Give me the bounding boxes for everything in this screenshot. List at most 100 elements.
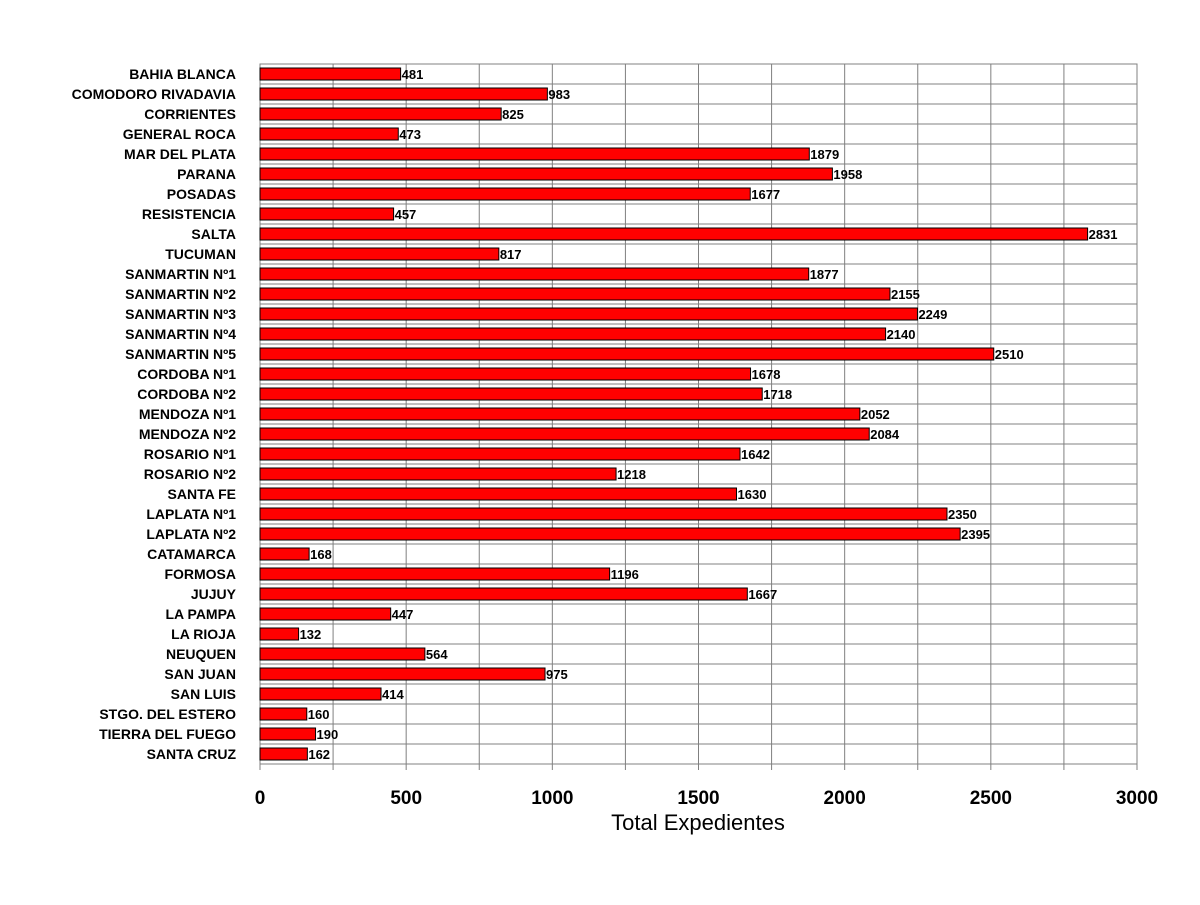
category-label: PARANA xyxy=(177,166,236,182)
bar xyxy=(259,527,961,541)
category-label: SANMARTIN Nº1 xyxy=(125,266,236,282)
bar xyxy=(259,627,300,641)
category-label: COMODORO RIVADAVIA xyxy=(72,86,236,102)
data-label: 1218 xyxy=(617,467,646,482)
bar-layer xyxy=(259,67,1089,761)
bar xyxy=(259,147,810,161)
bar xyxy=(259,227,1089,241)
category-label: NEUQUEN xyxy=(166,646,236,662)
bar xyxy=(259,327,887,341)
data-label: 1196 xyxy=(611,567,639,582)
bar xyxy=(259,447,741,461)
data-label: 983 xyxy=(548,87,570,102)
data-label: 162 xyxy=(308,747,330,762)
bar xyxy=(259,747,308,761)
category-label: POSADAS xyxy=(167,186,236,202)
data-label: 1718 xyxy=(763,387,792,402)
bar xyxy=(259,727,317,741)
bar xyxy=(259,467,617,481)
category-label: MENDOZA Nº1 xyxy=(139,406,236,422)
category-label: SANMARTIN Nº3 xyxy=(125,306,236,322)
data-label: 473 xyxy=(399,127,421,142)
category-label: TIERRA DEL FUEGO xyxy=(99,726,236,742)
bar xyxy=(259,287,891,301)
category-label: LAPLATA Nº1 xyxy=(146,506,236,522)
data-label: 1958 xyxy=(833,167,862,182)
data-label: 2350 xyxy=(948,507,977,522)
bar xyxy=(259,387,763,401)
category-label: CORDOBA Nº2 xyxy=(137,386,236,402)
data-label: 1678 xyxy=(752,367,781,382)
category-label: SAN JUAN xyxy=(164,666,236,682)
data-label: 481 xyxy=(402,67,424,82)
bar xyxy=(259,307,918,321)
data-label: 564 xyxy=(426,647,448,662)
data-label: 447 xyxy=(392,607,414,622)
category-label: LA PAMPA xyxy=(165,606,236,622)
bar xyxy=(259,607,392,621)
data-label: 2510 xyxy=(995,347,1024,362)
category-label: STGO. DEL ESTERO xyxy=(99,706,236,722)
bar xyxy=(259,567,611,581)
category-label: SANTA FE xyxy=(168,486,236,502)
data-label: 975 xyxy=(546,667,568,682)
bar xyxy=(259,367,752,381)
category-label: MENDOZA Nº2 xyxy=(139,426,236,442)
data-label: 132 xyxy=(300,627,322,642)
category-label: CATAMARCA xyxy=(147,546,236,562)
category-label: SANMARTIN Nº4 xyxy=(125,326,236,342)
bar xyxy=(259,67,402,81)
bar xyxy=(259,107,502,121)
bar xyxy=(259,547,310,561)
data-label: 2052 xyxy=(861,407,890,422)
x-tick-label: 0 xyxy=(255,788,266,809)
category-label: LA RIOJA xyxy=(171,626,236,642)
bar xyxy=(259,167,833,181)
category-label: SANMARTIN Nº5 xyxy=(125,346,236,362)
category-label: TUCUMAN xyxy=(165,246,236,262)
bar xyxy=(259,507,948,521)
data-label: 2140 xyxy=(887,327,916,342)
category-label: BAHIA BLANCA xyxy=(129,66,236,82)
x-tick-label: 1000 xyxy=(531,788,573,809)
data-label: 457 xyxy=(395,207,417,222)
bar xyxy=(259,407,861,421)
label-layer: 0 500 1000 1500 2000 2500 3000 BAHIA BLANCA 481 C… xyxy=(72,66,1159,809)
category-label: RESISTENCIA xyxy=(142,206,236,222)
data-label: 1642 xyxy=(741,447,770,462)
data-label: 190 xyxy=(317,727,339,742)
bar xyxy=(259,207,395,221)
x-axis-title: Total Expedientes xyxy=(611,810,785,835)
data-label: 825 xyxy=(502,107,524,122)
category-label: CORRIENTES xyxy=(144,106,236,122)
category-label: CORDOBA Nº1 xyxy=(137,366,236,382)
category-label: GENERAL ROCA xyxy=(123,126,236,142)
x-tick-label: 3000 xyxy=(1116,788,1158,809)
bar xyxy=(259,667,546,681)
data-label: 1667 xyxy=(748,587,777,602)
category-label: ROSARIO Nº1 xyxy=(144,446,236,462)
bar xyxy=(259,487,738,501)
data-label: 1879 xyxy=(810,147,839,162)
data-label: 1877 xyxy=(810,267,839,282)
bar xyxy=(259,187,751,201)
bar xyxy=(259,587,748,601)
data-label: 2249 xyxy=(918,307,947,322)
category-label: MAR DEL PLATA xyxy=(124,146,236,162)
data-label: 1630 xyxy=(738,487,767,502)
category-label: SANMARTIN Nº2 xyxy=(125,286,236,302)
bar xyxy=(259,267,810,281)
x-tick-label: 2000 xyxy=(824,788,866,809)
data-label: 414 xyxy=(382,687,404,702)
bar xyxy=(259,707,308,721)
category-label: SAN LUIS xyxy=(171,686,236,702)
data-label: 2395 xyxy=(961,527,990,542)
category-label: LAPLATA Nº2 xyxy=(146,526,236,542)
category-label: FORMOSA xyxy=(164,566,236,582)
bar xyxy=(259,347,995,361)
bar xyxy=(259,647,426,661)
bar xyxy=(259,127,399,141)
bar xyxy=(259,247,500,261)
data-label: 1677 xyxy=(751,187,780,202)
